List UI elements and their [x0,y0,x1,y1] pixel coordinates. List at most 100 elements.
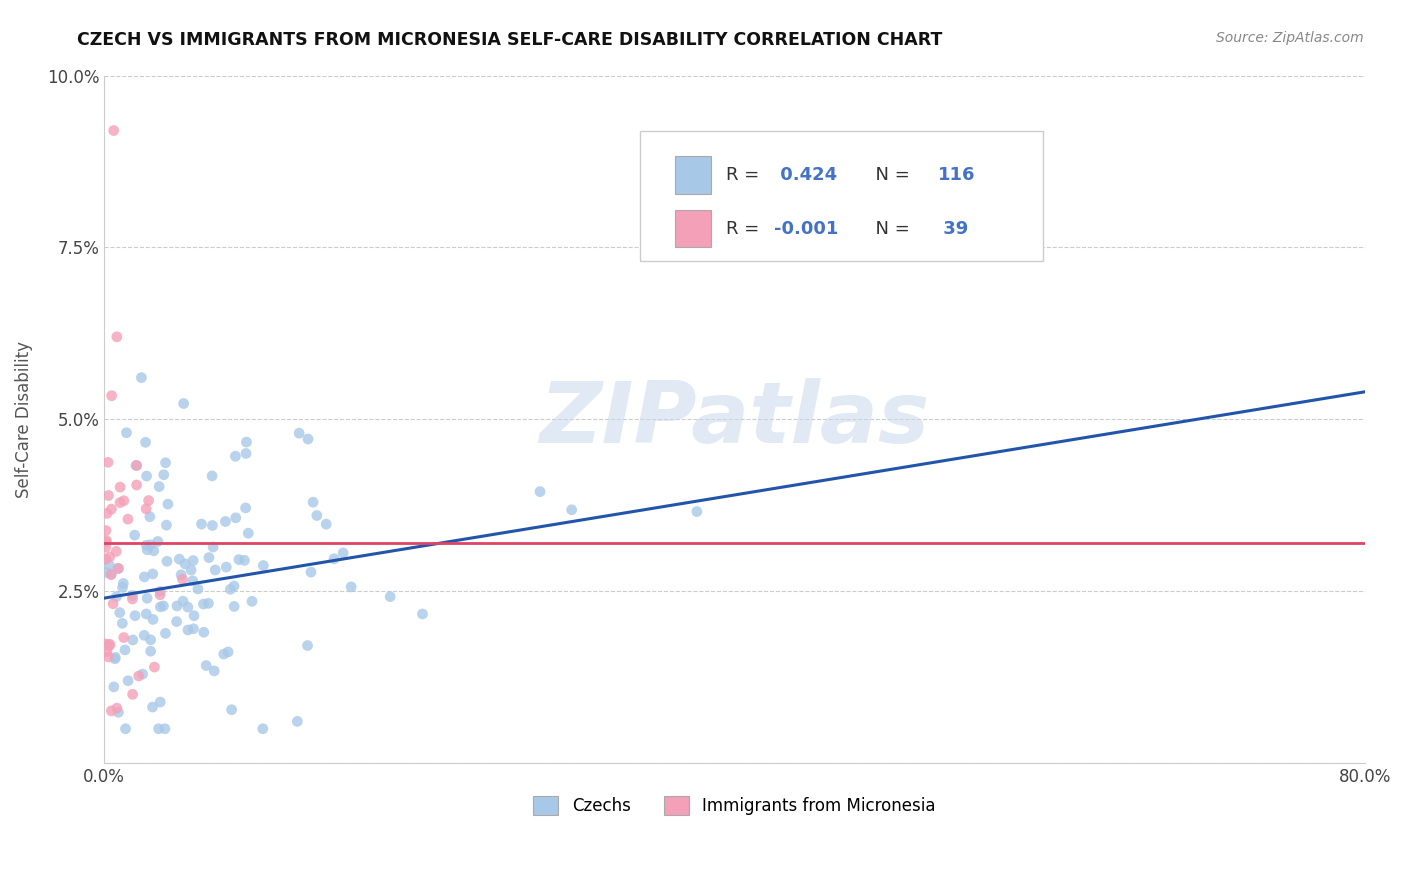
Point [177,600,200,615]
Point [134,570,156,584]
Point [305,508,328,523]
Point [172,572,194,586]
Point [121,589,143,603]
Point [125,478,148,492]
Point [105,590,128,604]
Point [107,561,129,575]
Point [153,722,176,736]
Point [297,639,319,653]
Point [238,526,260,541]
Point [135,435,157,450]
Point [170,567,193,582]
Point [107,561,129,575]
Point [104,652,127,666]
Point [202,540,225,554]
Point [193,597,215,611]
Point [149,695,172,709]
Point [101,597,124,611]
Point [224,449,246,463]
Point [148,722,170,736]
Point [323,551,346,566]
Bar [675,210,710,247]
Point [197,596,219,610]
Point [169,552,191,566]
Point [297,432,319,446]
Point [214,515,236,529]
Point [117,512,139,526]
Point [103,123,125,137]
Point [94,540,117,554]
Point [108,495,131,509]
Point [94,535,117,549]
Point [228,552,250,566]
Point [100,704,122,718]
Point [105,701,128,715]
Point [155,456,177,470]
Point [225,511,247,525]
Point [252,722,274,736]
Bar [675,156,710,194]
Point [107,706,129,720]
Point [235,500,257,515]
Point [114,722,136,736]
Point [131,667,153,681]
Point [135,607,157,621]
Point [142,612,165,626]
Point [411,607,433,621]
Point [111,581,134,595]
Point [529,484,551,499]
Point [834,213,856,227]
Point [149,599,172,614]
Point [124,608,146,623]
Point [97,649,120,664]
Point [198,550,221,565]
Point [94,524,117,538]
Point [135,501,157,516]
Point [222,579,245,593]
Point [285,714,308,729]
Point [166,599,188,613]
Point [215,560,238,574]
Point [128,669,150,683]
Point [103,680,125,694]
Text: R =: R = [725,219,765,237]
Point [180,563,202,577]
Point [98,639,121,653]
Point [235,446,257,460]
Point [139,644,162,658]
Point [561,503,583,517]
Point [139,509,162,524]
Point [97,489,120,503]
Point [111,616,134,631]
Point [112,631,135,645]
Point [135,538,157,552]
Point [240,594,263,608]
Point [201,518,224,533]
Point [221,703,243,717]
Point [152,599,174,613]
Point [156,497,179,511]
Point [183,622,205,636]
Point [115,425,138,440]
Point [135,469,157,483]
Point [152,467,174,482]
Point [288,426,311,441]
Point [233,553,256,567]
Point [139,538,162,552]
Point [98,637,121,651]
Point [124,528,146,542]
Text: CZECH VS IMMIGRANTS FROM MICRONESIA SELF-CARE DISABILITY CORRELATION CHART: CZECH VS IMMIGRANTS FROM MICRONESIA SELF… [77,31,942,49]
Point [991,171,1014,186]
Point [108,480,131,494]
Point [177,623,200,637]
Point [141,700,163,714]
Point [125,458,148,473]
Point [105,544,128,558]
Text: N =: N = [865,166,915,184]
Point [174,557,197,571]
Point [219,582,242,597]
Point [108,606,131,620]
Point [173,396,195,410]
Point [114,643,136,657]
Point [235,435,257,450]
